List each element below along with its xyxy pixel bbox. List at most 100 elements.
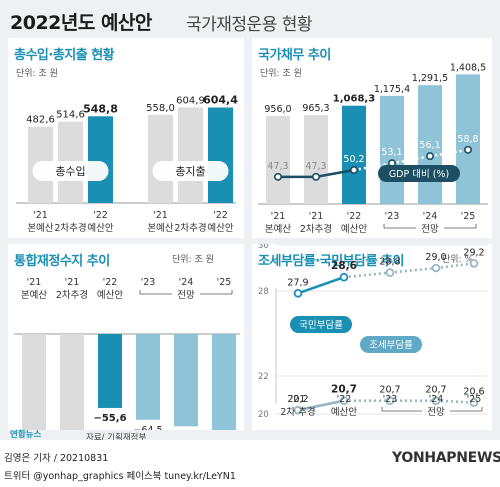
series-value-label: 28,6 [331, 260, 357, 272]
bar [60, 334, 84, 430]
x-tick-label: 본예산 [147, 223, 173, 234]
group-label: 총수입 [55, 165, 85, 178]
series-value-label: 20,7 [331, 384, 357, 396]
x-tick-label: '22 [213, 210, 228, 221]
x-tick-label: '21 [33, 210, 48, 221]
bar [174, 334, 198, 427]
series-point [431, 396, 441, 406]
gdp-value-label: 47,3 [267, 161, 288, 172]
byline: 김영은 기자 / 20210831 [4, 453, 109, 464]
unit-label: 단위: 조 원 [172, 255, 214, 265]
forecast-label: 전망 [427, 407, 445, 418]
forecast-label: 전망 [177, 290, 195, 301]
series-value-label: 28,8 [379, 257, 400, 268]
x-tick-label: 2차추경 [56, 289, 88, 301]
gdp-line-segment [429, 148, 469, 158]
x-tick-label: '24 [423, 211, 438, 222]
x-tick-label: 2차 추경 [280, 406, 315, 418]
bar-value-label: 604,4 [203, 94, 238, 107]
page-title: 2022년도 예산안 [10, 12, 152, 34]
series-point [293, 405, 303, 415]
x-tick-label: 예산안 [207, 223, 233, 234]
page-subtitle: 국가재정운용 현황 [186, 15, 313, 35]
y-tick-label: 28 [258, 287, 269, 297]
group-label: 총지출 [175, 165, 205, 178]
bar-value-label: 1,068,3 [333, 94, 375, 105]
forecast-label: 전망 [421, 224, 439, 235]
unit-label: 단위: 조 원 [16, 69, 58, 79]
x-tick-label: '21 [271, 211, 286, 222]
forecast-label-bg [422, 407, 450, 417]
series-value-label: 27,9 [287, 277, 308, 288]
series-point [385, 396, 395, 406]
y-tick-label: 20 [258, 410, 269, 420]
group-pill [32, 161, 109, 181]
bar-value-label: 956,0 [264, 104, 291, 115]
series-value-label: 29,2 [463, 247, 484, 258]
gdp-line-point [426, 152, 435, 161]
panel-title: 총수입·총지출 현황 [14, 48, 115, 63]
x-tick-label: '23 [383, 394, 398, 405]
series-legend-pill [290, 316, 352, 333]
series-point [339, 272, 349, 282]
bar [148, 114, 173, 203]
panel-fiscal-balance: 통합재정수지 추이 단위: 조 원 −75,4−90,3−55,6−64,5−6… [8, 244, 244, 430]
social-links: 트위터 @yonhap_graphics 페이스북 tuney.kr/LeYN1 [4, 471, 236, 482]
x-tick-label: 본예산 [21, 290, 47, 301]
series-line-segment [297, 275, 345, 295]
group-pill [152, 161, 229, 181]
chart-fiscal-balance: −75,4−90,3−55,6−64,5−69,4−72,6'21'21'22'… [14, 277, 240, 430]
panel-title: 조세부담률·국민부담률 추이 [258, 254, 405, 269]
x-tick-label: '25 [217, 277, 232, 288]
yonhap-brand-logo: YONHAPNEWS [392, 450, 500, 466]
series-line-segment [343, 271, 391, 279]
bar [98, 334, 122, 408]
series-point [293, 288, 303, 298]
x-tick-label: '25 [467, 394, 482, 405]
series-line-segment [389, 266, 437, 274]
series-point [469, 259, 479, 268]
bar-value-label: 1,408,5 [450, 62, 486, 73]
yonhap-logo-small: 연합뉴스 [10, 430, 42, 440]
gdp-value-label: 56,1 [419, 140, 440, 151]
x-tick-label: '22 [103, 277, 118, 288]
x-tick-label: '22 [347, 211, 362, 222]
series-point [339, 396, 349, 406]
panel-national-debt: 국가채무 추이 단위: 조 원 956,0 965,3 1,068,3 1,175,4… [252, 38, 492, 238]
bar-value-label: −64,5 [133, 425, 162, 430]
series-line-segment [297, 399, 345, 412]
x-tick-label: '21 [291, 394, 306, 405]
bar [178, 107, 203, 203]
x-tick-label: 2차추경 [300, 223, 332, 235]
bar-value-label: 1,291,5 [412, 73, 448, 84]
gdp-line-segment [391, 154, 431, 165]
panel-title: 국가채무 추이 [258, 48, 331, 63]
bar [22, 334, 46, 430]
x-tick-label: '23 [141, 277, 156, 288]
series-legend-label: 조세부담률 [369, 339, 413, 351]
x-tick-label: '21 [153, 210, 168, 221]
x-tick-label: '24 [179, 277, 194, 288]
forecast-label-bg [172, 290, 200, 300]
panel-title: 통합재정수지 추이 [14, 254, 110, 269]
series-point [469, 398, 479, 407]
x-tick-label: '21 [309, 211, 324, 222]
series-value-label: 29,0 [425, 252, 446, 263]
bar-value-label: 965,3 [302, 103, 329, 114]
series-point [385, 268, 395, 277]
x-tick-label: '22 [337, 394, 352, 405]
series-line-segment [435, 262, 475, 270]
bar [380, 95, 404, 204]
bar [208, 107, 233, 203]
series-value-label: 20,7 [379, 385, 400, 396]
series-line-segment [435, 399, 475, 404]
x-tick-label: 예산안 [97, 290, 123, 301]
bar-value-label: 482,6 [26, 115, 55, 126]
bar-value-label: 548,8 [83, 102, 118, 115]
unit-label: 단위: % [442, 255, 474, 265]
bar [88, 116, 113, 203]
x-tick-label: 본예산 [27, 223, 53, 234]
x-tick-label: '24 [429, 394, 444, 405]
